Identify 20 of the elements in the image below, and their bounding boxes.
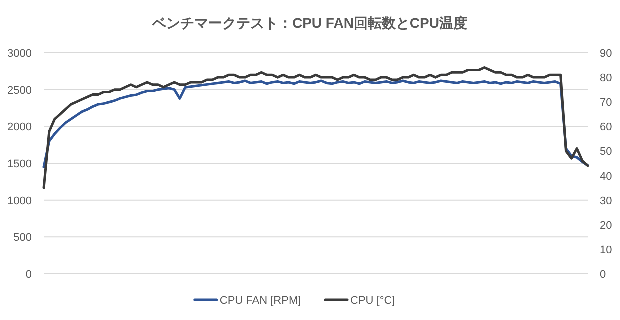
y2-tick-label: 30 [600,195,612,208]
y-tick-label: 3000 [8,48,32,60]
y-tick-label: 1000 [8,195,32,208]
y-tick-label: 2000 [8,122,32,134]
y2-tick-label: 50 [600,146,612,158]
y2-tick-label: 70 [600,97,612,110]
y2-tick-label: 10 [600,244,612,256]
y-tick-label: 500 [14,232,32,244]
title: ベンチマークテスト：CPU FAN回転数とCPU温度 [152,15,468,31]
y2-tick-label: 20 [600,220,612,232]
y2-tick-label: 80 [600,72,612,85]
y-tick-label: 1500 [8,158,32,170]
y2-tick-label: 0 [600,269,606,281]
legend-label: CPU [°C] [350,295,396,307]
y2-tick-label: 60 [600,122,612,134]
y-tick-label: 0 [26,269,32,281]
y2-tick-label: 90 [600,48,612,60]
legend-label: CPU FAN [RPM] [220,295,302,307]
y2-tick-label: 40 [600,170,612,183]
y-tick-label: 2500 [8,84,32,97]
